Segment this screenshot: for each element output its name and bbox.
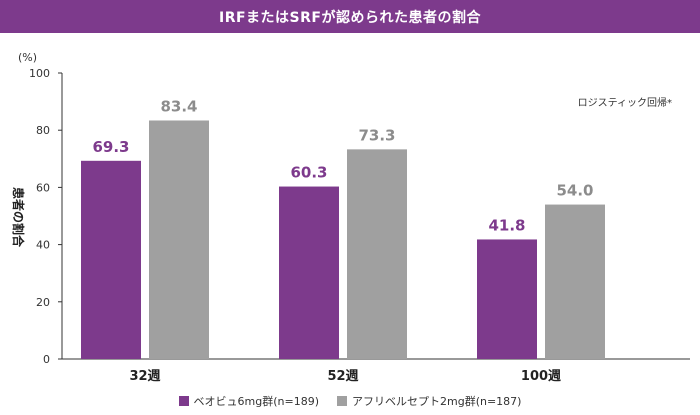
y-tick-label: 100 (29, 67, 50, 80)
legend-item-series2: アフリベルセプト2mg群(n=187) (337, 393, 521, 409)
bar-chart: (%) ロジスティック回帰* 患者の割合 0 20 40 60 80 100 69.3 83… (11, 51, 690, 384)
bar-series1-3 (477, 239, 537, 359)
bar-series2-3 (545, 204, 605, 359)
annotation-label: ロジスティック回帰* (578, 96, 672, 109)
legend-item-series1: ベオビュ6mg群(n=189) (178, 393, 319, 409)
y-tick-label: 0 (43, 353, 50, 366)
data-label-series2-2: 73.3 (358, 126, 395, 144)
bar-series2-2 (347, 149, 407, 359)
y-tick-label: 80 (36, 124, 50, 137)
legend-swatch-series2 (337, 396, 347, 406)
title-bar: IRFまたはSRFが認められた患者の割合 (0, 0, 700, 33)
bar-series2-1 (149, 120, 209, 359)
bar-series1-1 (81, 160, 141, 359)
legend: ベオビュ6mg群(n=189) アフリベルセプト2mg群(n=187) (0, 392, 700, 410)
data-label-series1-1: 69.3 (92, 138, 129, 156)
y-tick-label: 40 (36, 239, 50, 252)
data-label-series1-3: 41.8 (488, 216, 525, 234)
legend-swatch-series1 (178, 396, 189, 406)
x-tick-label: 100週 (521, 369, 561, 384)
y-axis-title: 患者の割合 (11, 187, 26, 248)
data-label-series2-1: 83.4 (160, 97, 197, 115)
x-tick-label: 52週 (327, 369, 358, 384)
bar-series1-2 (279, 186, 339, 359)
data-label-series2-3: 54.0 (556, 182, 593, 200)
data-label-series1-2: 60.3 (290, 164, 327, 182)
y-tick-label: 60 (36, 181, 50, 194)
y-unit-label: (%) (18, 51, 37, 64)
chart-title: IRFまたはSRFが認められた患者の割合 (219, 9, 481, 26)
y-tick-label: 20 (36, 296, 50, 309)
x-tick-label: 32週 (129, 369, 160, 384)
legend-label-series1: ベオビュ6mg群(n=189) (193, 395, 319, 408)
legend-label-series2: アフリベルセプト2mg群(n=187) (352, 395, 522, 408)
